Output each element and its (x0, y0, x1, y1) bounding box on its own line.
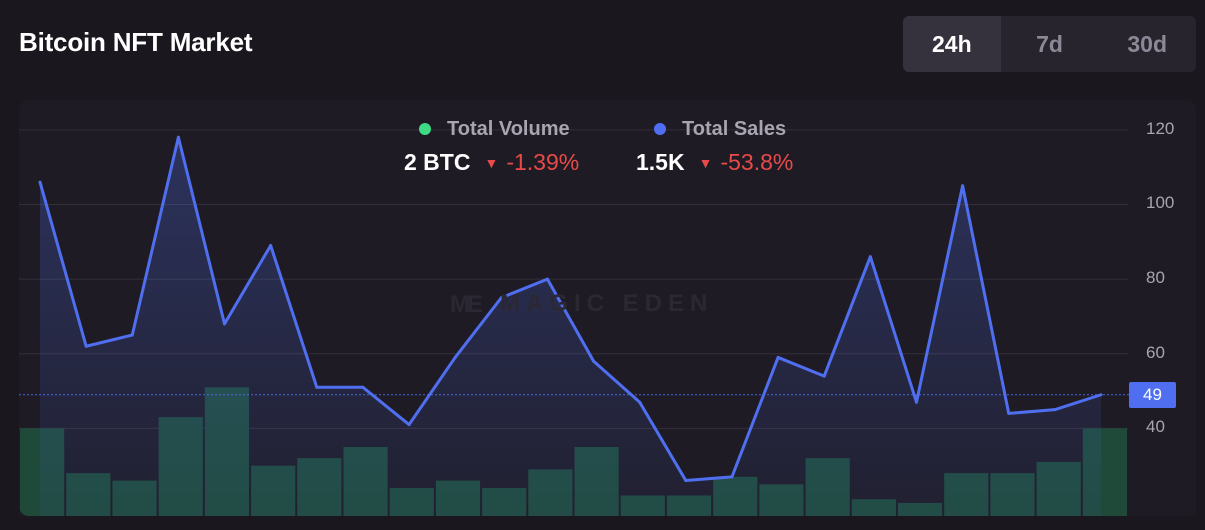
sales-point (269, 244, 273, 248)
sales-change: -53.8% (720, 149, 794, 175)
current-value-tag: 49 (1129, 381, 1176, 408)
sales-point (407, 423, 411, 427)
sales-point (453, 355, 457, 359)
sales-point (315, 385, 319, 389)
legend-sales: Total Sales (654, 117, 786, 141)
sales-point (38, 180, 42, 184)
sales-point (499, 296, 503, 300)
sales-point (84, 344, 88, 348)
sales-value: 1.5K (636, 149, 685, 175)
timeframe-tabs: 24h 7d 30d (903, 16, 1196, 72)
blue-dot-icon (654, 123, 666, 135)
sales-points (38, 135, 1103, 483)
sales-point (868, 255, 872, 259)
sales-area (38, 135, 1102, 516)
stat-volume: 2 BTC ▼ -1.39% (404, 149, 579, 176)
sales-point (176, 135, 180, 139)
volume-value: 2 BTC (404, 149, 471, 175)
magic-eden-logo-icon: ME (450, 291, 483, 318)
legend-volume-label: Total Volume (447, 117, 570, 140)
sales-area-fill (40, 137, 1101, 516)
sales-point (776, 355, 780, 359)
y-tick-label: 100 (1146, 193, 1175, 213)
page-title: Bitcoin NFT Market (19, 27, 253, 57)
sales-point (1007, 411, 1011, 415)
sales-point (638, 400, 642, 404)
legend-volume: Total Volume (419, 117, 570, 141)
y-tick-label: 120 (1146, 118, 1175, 138)
down-triangle-icon: ▼ (698, 154, 713, 171)
volume-change: -1.39% (506, 149, 580, 175)
sales-point (361, 385, 365, 389)
sales-point (730, 475, 734, 479)
sales-point (822, 374, 826, 378)
watermark-text: MAGIC EDEN (500, 290, 714, 317)
sales-point (961, 184, 965, 188)
down-triangle-icon: ▼ (484, 154, 499, 171)
sales-point (592, 359, 596, 363)
sales-point (1099, 393, 1103, 397)
sales-point (223, 322, 227, 326)
stat-sales: 1.5K ▼ -53.8% (636, 149, 793, 176)
y-tick-label: 60 (1146, 342, 1165, 362)
sales-point (1053, 408, 1057, 412)
sales-point (684, 479, 688, 483)
sales-line (38, 135, 1102, 483)
y-tick-label: 40 (1146, 417, 1165, 437)
sales-point (545, 277, 549, 281)
y-tick-label: 80 (1146, 268, 1165, 288)
sales-point (914, 400, 918, 404)
tab-24h[interactable]: 24h (903, 16, 1001, 72)
legend-sales-label: Total Sales (682, 117, 787, 140)
tab-30d[interactable]: 30d (1127, 30, 1167, 57)
sales-point (130, 333, 134, 337)
watermark: ME MAGIC EDEN (450, 290, 713, 318)
green-dot-icon (419, 123, 431, 135)
tab-7d[interactable]: 7d (1036, 30, 1063, 57)
